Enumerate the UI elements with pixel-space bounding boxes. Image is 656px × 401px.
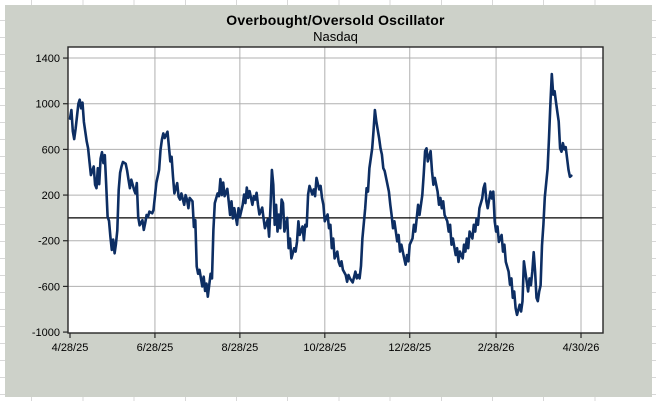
chart-title: Overbought/Oversold Oscillator: [226, 12, 445, 28]
y-tick-label: 600: [42, 144, 60, 156]
x-tick-label: 10/28/25: [303, 342, 346, 354]
x-tick-label: 8/28/25: [222, 342, 259, 354]
chart-subtitle: Nasdaq: [313, 29, 358, 44]
x-tick-label: 2/28/26: [478, 342, 515, 354]
y-tick-label: 1400: [36, 53, 60, 65]
x-tick-label: 4/30/26: [563, 342, 600, 354]
plot-border: [67, 46, 604, 334]
y-tick-label: 1000: [36, 99, 60, 111]
x-tick-label: 6/28/25: [137, 342, 174, 354]
y-tick-label: 200: [42, 190, 60, 202]
plot-area: [68, 47, 603, 333]
plot-canvas: 1400 1000 600 200 -200 -600 -1000 4/28/25 6/28/2…: [32, 46, 604, 354]
oscillator-chart[interactable]: Overbought/Oversold Oscillator Nasdaq 14…: [5, 5, 652, 397]
y-tick-label: -1000: [32, 327, 60, 339]
series-line: [68, 72, 573, 317]
y-tick-label: -200: [38, 236, 60, 248]
y-tick-label: -600: [38, 281, 60, 293]
x-tick-label: 4/28/25: [52, 342, 89, 354]
x-tick-label: 12/28/25: [388, 342, 431, 354]
